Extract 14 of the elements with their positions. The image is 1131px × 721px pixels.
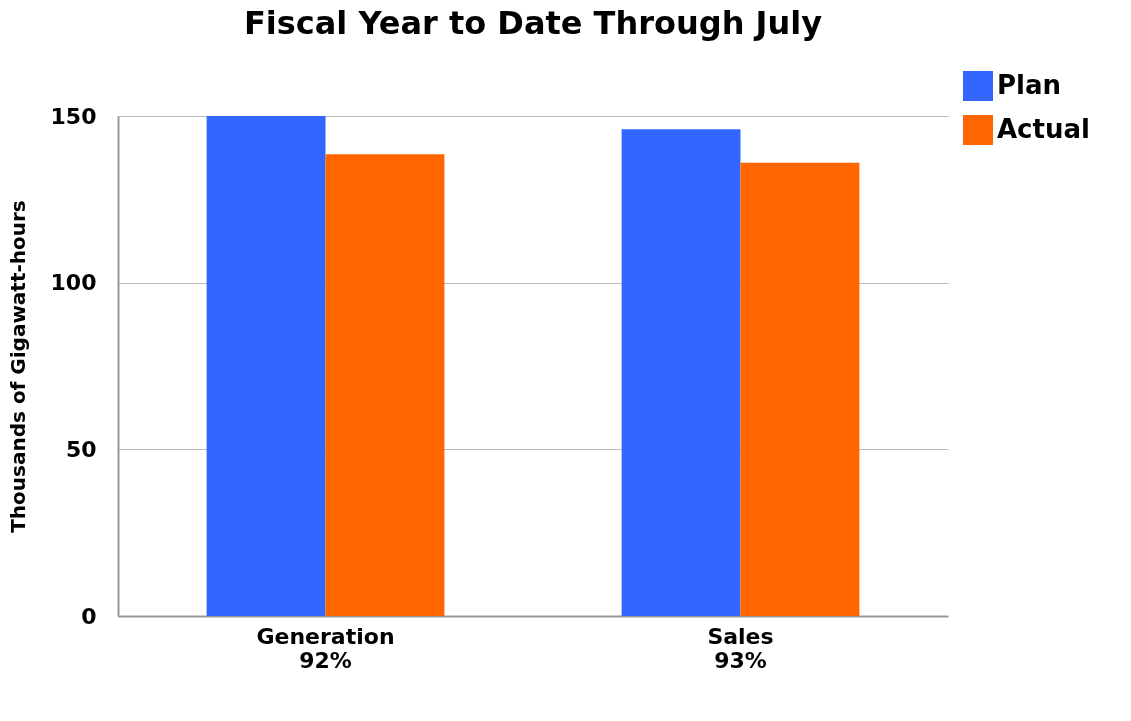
y-tick-label: 50 (65, 436, 97, 462)
y-tick-label: 150 (50, 103, 97, 129)
bar (206, 116, 326, 616)
legend-label: Actual (997, 114, 1090, 144)
legend-label: Plan (997, 70, 1062, 100)
y-axis-title: Thousands of Gigawatt-hours (5, 200, 30, 533)
y-tick-label: 0 (81, 603, 97, 629)
x-tick-label: Sales 93% (707, 623, 774, 673)
bar (621, 129, 741, 616)
bar (740, 162, 860, 616)
y-tick-label: 100 (50, 270, 97, 296)
chart-title: Fiscal Year to Date Through July (243, 4, 823, 42)
bar (325, 154, 445, 616)
x-tick-label: Generation 92% (256, 623, 395, 673)
